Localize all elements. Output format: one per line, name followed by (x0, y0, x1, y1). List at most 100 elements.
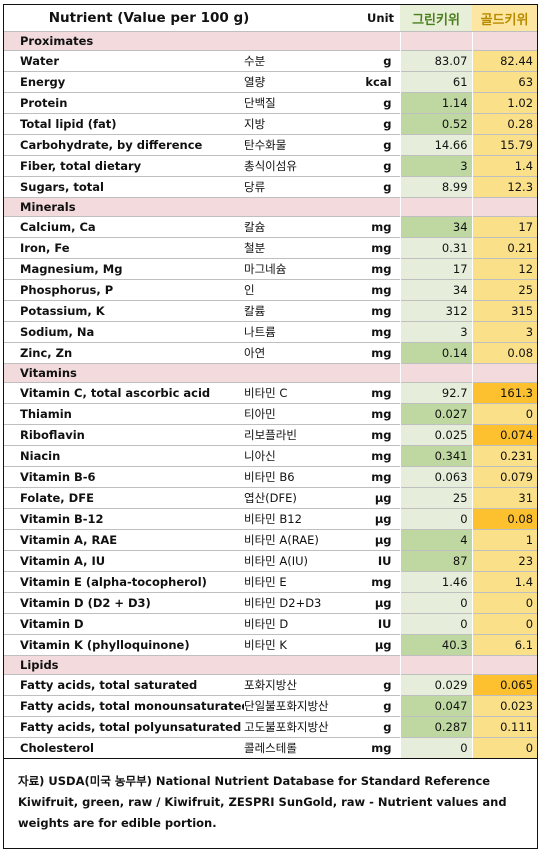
nutrient-name: Vitamin B-12 (4, 508, 244, 530)
nutrient-name: Riboflavin (4, 424, 244, 446)
nutrient-korean-name: 인 (244, 279, 335, 301)
nutrient-name: Total lipid (fat) (4, 113, 244, 135)
nutrient-name: Thiamin (4, 403, 244, 425)
header-gold-kiwi: 골드키위 (472, 5, 538, 32)
section-spacer (244, 31, 335, 51)
green-kiwi-value: 0.063 (399, 466, 473, 488)
gold-kiwi-value: 25 (471, 279, 538, 301)
green-kiwi-value: 0 (399, 592, 473, 614)
nutrient-unit: g (334, 176, 401, 198)
gold-kiwi-value: 0.079 (471, 466, 538, 488)
nutrient-unit: mg (334, 466, 401, 488)
section-spacer (244, 655, 335, 675)
gold-kiwi-value: 1.4 (471, 571, 538, 593)
nutrient-name: Niacin (4, 445, 244, 467)
nutrient-unit: mg (334, 571, 401, 593)
nutrient-korean-name: 비타민 A(IU) (244, 550, 335, 572)
table-row: Vitamin A, RAE 비타민 A(RAE) µg 4 1 (4, 529, 538, 551)
nutrient-korean-name: 포화지방산 (244, 674, 335, 696)
nutrient-unit: mg (334, 279, 401, 301)
table-row: Fiber, total dietary 총식이섬유 g 3 1.4 (4, 155, 538, 177)
table-row: Vitamin B-12 비타민 B12 µg 0 0.08 (4, 508, 538, 530)
nutrient-name: Protein (4, 92, 244, 114)
nutrient-name: Iron, Fe (4, 237, 244, 259)
gold-kiwi-value: 15.79 (471, 134, 538, 156)
nutrient-name: Cholesterol (4, 737, 244, 758)
gold-kiwi-value: 12.3 (471, 176, 538, 198)
green-kiwi-value: 61 (399, 71, 473, 93)
gold-kiwi-value: 315 (471, 300, 538, 322)
green-kiwi-value: 0.027 (399, 403, 473, 425)
table-row: Vitamin B-6 비타민 B6 mg 0.063 0.079 (4, 466, 538, 488)
nutrient-korean-name: 마그네슘 (244, 258, 335, 280)
nutrient-unit: µg (334, 487, 401, 509)
section-label: Minerals (4, 197, 244, 217)
gold-kiwi-value: 0 (471, 737, 538, 758)
green-kiwi-value: 0 (399, 508, 473, 530)
gold-kiwi-value: 1 (471, 529, 538, 551)
nutrient-unit: mg (334, 216, 401, 238)
gold-kiwi-value: 0.231 (471, 445, 538, 467)
green-kiwi-value: 34 (399, 216, 473, 238)
table-row: Zinc, Zn 아연 mg 0.14 0.08 (4, 342, 538, 364)
table-row: Vitamin D 비타민 D IU 0 0 (4, 613, 538, 635)
green-kiwi-value: 34 (399, 279, 473, 301)
nutrient-korean-name: 비타민 B6 (244, 466, 335, 488)
green-kiwi-value: 0.14 (399, 342, 473, 364)
nutrient-korean-name: 리보플라빈 (244, 424, 335, 446)
nutrient-name: Carbohydrate, by difference (4, 134, 244, 156)
table-row: Iron, Fe 철분 mg 0.31 0.21 (4, 237, 538, 259)
green-kiwi-value: 1.14 (399, 92, 473, 114)
nutrient-korean-name: 고도불포화지방산 (244, 716, 335, 738)
green-kiwi-value: 25 (399, 487, 473, 509)
gold-kiwi-value: 0.28 (471, 113, 538, 135)
section-spacer (334, 655, 401, 675)
green-kiwi-value: 0.287 (399, 716, 473, 738)
table-row: Phosphorus, P 인 mg 34 25 (4, 279, 538, 301)
nutrient-unit: µg (334, 634, 401, 656)
table-row: Water 수분 g 83.07 82.44 (4, 50, 538, 72)
nutrient-name: Potassium, K (4, 300, 244, 322)
gold-kiwi-value: 0.111 (471, 716, 538, 738)
nutrient-name: Vitamin E (alpha-tocopherol) (4, 571, 244, 593)
nutrient-korean-name: 엽산(DFE) (244, 487, 335, 509)
nutrient-name: Calcium, Ca (4, 216, 244, 238)
nutrient-unit: g (334, 716, 401, 738)
nutrient-korean-name: 총식이섬유 (244, 155, 335, 177)
nutrient-korean-name: 탄수화물 (244, 134, 335, 156)
green-kiwi-value: 87 (399, 550, 473, 572)
nutrient-korean-name: 비타민 K (244, 634, 335, 656)
gold-kiwi-value: 82.44 (471, 50, 538, 72)
nutrient-name: Energy (4, 71, 244, 93)
nutrient-korean-name: 비타민 D (244, 613, 335, 635)
gold-kiwi-value: 17 (471, 216, 538, 238)
section-row: Minerals (4, 197, 538, 217)
gold-kiwi-value: 3 (471, 321, 538, 343)
nutrient-korean-name: 콜레스테롤 (244, 737, 335, 758)
gold-kiwi-value: 31 (471, 487, 538, 509)
nutrient-name: Vitamin B-6 (4, 466, 244, 488)
green-kiwi-value: 0 (399, 737, 473, 758)
nutrient-unit: mg (334, 424, 401, 446)
nutrient-unit: mg (334, 237, 401, 259)
nutrient-table: Nutrient (Value per 100 g) Unit 그린키위 골드키… (4, 5, 538, 758)
nutrient-name: Vitamin D (D2 + D3) (4, 592, 244, 614)
nutrient-korean-name: 지방 (244, 113, 335, 135)
nutrient-name: Phosphorus, P (4, 279, 244, 301)
gold-kiwi-value: 1.02 (471, 92, 538, 114)
table-row: Energy 열량 kcal 61 63 (4, 71, 538, 93)
green-kiwi-value: 3 (399, 155, 473, 177)
gold-kiwi-value: 0 (471, 403, 538, 425)
gold-kiwi-value: 6.1 (471, 634, 538, 656)
green-kiwi-value: 14.66 (399, 134, 473, 156)
header-unit: Unit (334, 5, 401, 32)
green-kiwi-value: 0.029 (399, 674, 473, 696)
section-spacer (244, 197, 335, 217)
nutrient-name: Water (4, 50, 244, 72)
gold-kiwi-value: 1.4 (471, 155, 538, 177)
source-line-1: 자료) USDA(미국 농무부) National Nutrient Datab… (18, 774, 491, 788)
nutrient-korean-name: 비타민 E (244, 571, 335, 593)
green-kiwi-value: 40.3 (399, 634, 473, 656)
table-row: Carbohydrate, by difference 탄수화물 g 14.66 15.… (4, 134, 538, 156)
